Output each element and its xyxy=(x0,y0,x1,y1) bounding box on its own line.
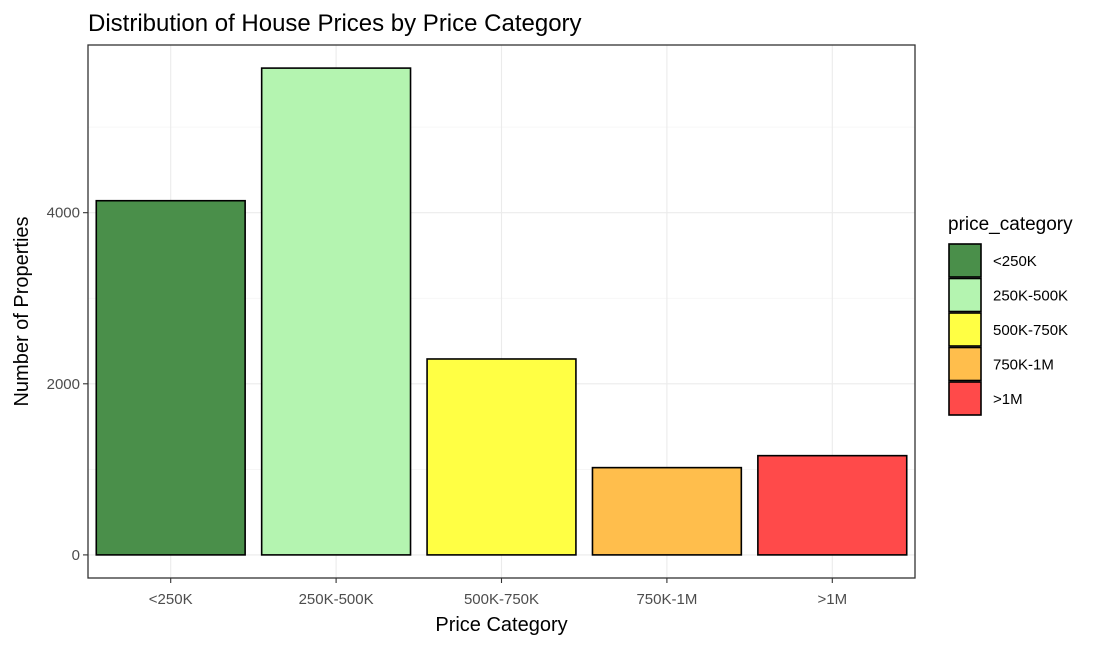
bar xyxy=(426,358,577,556)
legend-items: <250K 250K-500K 500K-750K 750K-1M >1M xyxy=(948,243,1068,416)
plot-panel xyxy=(87,44,916,579)
x-tick-label: >1M xyxy=(817,591,847,608)
legend-swatch xyxy=(948,243,982,278)
legend-label: 250K-500K xyxy=(993,288,1068,305)
legend-swatch xyxy=(948,277,982,313)
bar xyxy=(260,67,412,556)
y-axis-title: Number of Properties xyxy=(11,216,33,406)
legend-swatch xyxy=(948,312,982,347)
bar xyxy=(757,454,908,556)
legend-swatch xyxy=(948,346,982,382)
y-axis: 0 2000 4000 xyxy=(47,205,88,564)
x-tick-label: <250K xyxy=(149,591,193,608)
x-tick-label: 250K-500K xyxy=(299,591,374,608)
y-tick-label: 4000 xyxy=(47,205,80,222)
legend-label: 750K-1M xyxy=(993,357,1054,374)
legend-title: price_category xyxy=(948,214,1073,235)
legend-label: <250K xyxy=(993,253,1037,270)
y-tick-label: 2000 xyxy=(47,376,80,393)
x-axis: <250K 250K-500K 500K-750K 750K-1M >1M xyxy=(149,578,847,608)
chart-title: Distribution of House Prices by Price Ca… xyxy=(88,10,582,37)
legend: price_category <250K 250K-500K 500K-750K 75… xyxy=(948,214,1073,416)
x-axis-title: Price Category xyxy=(435,614,567,636)
bar xyxy=(95,199,246,556)
y-tick-label: 0 xyxy=(72,547,80,564)
x-tick-label: 500K-750K xyxy=(464,591,539,608)
legend-swatch xyxy=(948,381,982,416)
legend-label: 500K-750K xyxy=(993,322,1068,339)
x-tick-label: 750K-1M xyxy=(636,591,697,608)
bars xyxy=(95,67,908,556)
legend-label: >1M xyxy=(993,391,1023,408)
bar xyxy=(591,466,743,556)
